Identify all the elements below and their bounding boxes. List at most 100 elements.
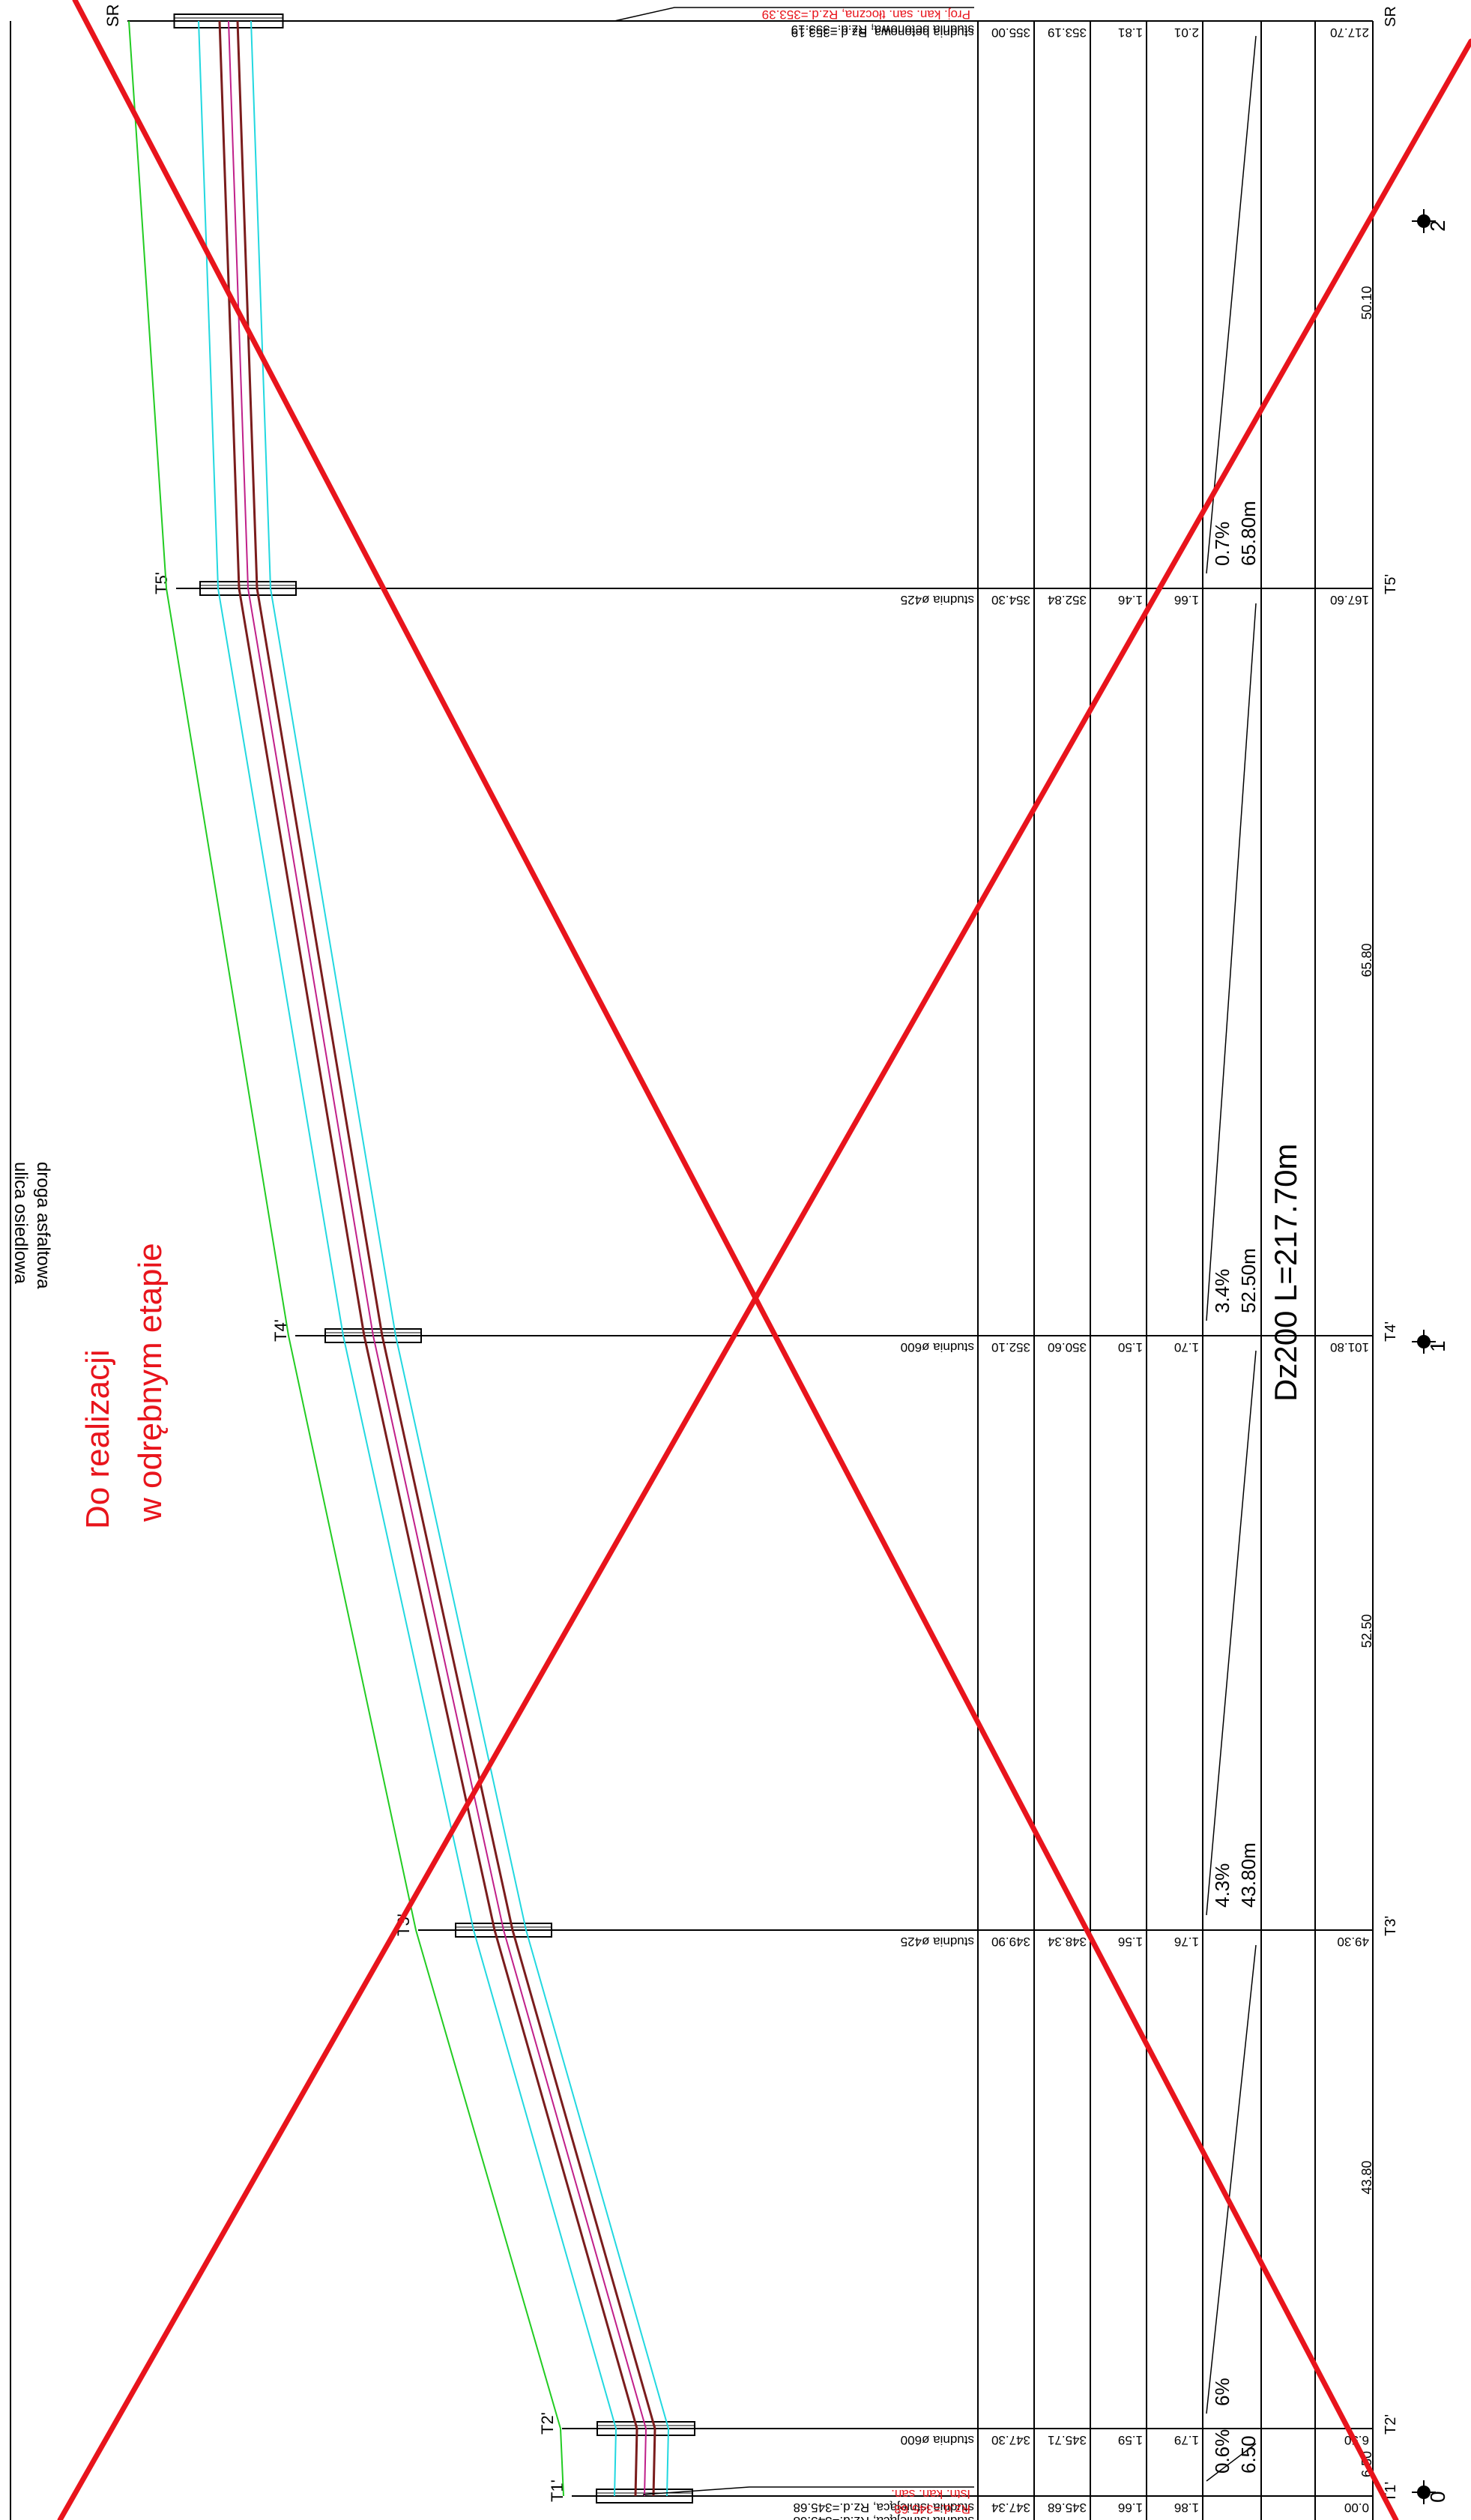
station-depth2: 1.70 [1174,1340,1199,1354]
segment-slope: 6% [1211,2378,1233,2406]
station-depth: 1.66 [1118,2501,1143,2515]
manhole-body [324,1328,422,1343]
segment-slope: 0.6% [1211,2429,1233,2474]
stations-layer: T1'studnia istniejąca, Rz.d.=345.68 347.3… [103,4,1399,2515]
pipe-line-b [228,20,647,2497]
slope-line [1206,1944,1257,2414]
pipe-summary: Dz200 L=217.70m [1268,1144,1303,1402]
station-depth2: 1.66 [1174,593,1199,607]
segment-slope: 3.4% [1211,1269,1233,1313]
station-id-right: T2' [1383,2414,1399,2435]
crossout-line-2 [57,38,1471,2520]
station-invert: 352.84 [1048,593,1087,607]
station-chainage: 49.30 [1337,1935,1369,1949]
station-ground: 349.90 [991,1935,1030,1949]
station-5: SR studnia betonowa, Rz.d.=353.19 355.00 35… [103,4,1399,40]
station-id-right: SR [1383,6,1399,27]
segment-2: 4.3% 43.80m 52.50 [1206,1350,1374,1916]
existing-red-bottom: Rz.d.=345.68 [894,2502,970,2516]
survey-marker-2: 2 [1412,209,1449,233]
pipe-line-c [236,20,656,2497]
segment-distance: 50.10 [1359,286,1374,319]
road-label-2: droga asfaltowa [33,1162,53,1289]
station-type: studnia istniejąca, Rz.d.=345.68 [794,2501,974,2515]
profile-table-frame [10,20,1374,2520]
segment-distance: 43.80 [1359,2160,1374,2194]
segment-1: 6% 43.80 [1206,1944,1374,2414]
station-4: T5' studnia ø425 354.30 352.84 1.46 1.66 167.6… [152,572,1399,607]
station-id: T2' [538,2412,557,2435]
segment-length: 65.80m [1237,501,1260,566]
existing-red-top: Istn. kan. san. [891,2487,970,2501]
station-type: studnia ø425 [901,593,974,607]
station-depth: 1.56 [1118,1935,1143,1949]
projected-leader-line [614,7,974,22]
station-ground: 354.30 [991,593,1030,607]
terrain-line [128,20,564,2497]
existing-leader-line [642,2486,974,2495]
survey-marker-label: 1 [1426,1340,1449,1352]
station-2: T3' studnia ø425 349.90 348.34 1.56 1.76 49.30… [394,1914,1399,1949]
station-depth: 1.50 [1118,1340,1143,1354]
station-ground: 347.30 [991,2433,1030,2447]
segment-length: 6.50 [1237,2435,1260,2474]
trench-line-left [198,20,617,2497]
station-invert: 353.19 [1048,25,1087,40]
station-chainage: 0.00 [1344,2501,1369,2515]
slope-line [1206,1350,1257,1916]
station-1: T2'studnia ø600347.30345.711.591.796.50T… [538,2412,1399,2447]
slope-line [1206,35,1257,574]
slope-line [1206,603,1257,1321]
station-depth2: 1.76 [1174,1935,1199,1949]
survey-marker-0: 0 [1412,2480,1449,2504]
trench-line-right [250,20,670,2497]
segment-distance: 65.80 [1359,943,1374,977]
existing-black: studnia istniejąca, Rz.d.=345.68 [794,2514,974,2520]
note-line-2: w odrębnym etapie [132,1243,169,1522]
station-depth2: 1.86 [1174,2501,1199,2515]
station-id-right: T3' [1383,1916,1399,1936]
projected-manhole-annotation: Proj. kan. san. tłoczna, Rz.d.=353.39 st… [614,7,974,37]
station-depth: 1.46 [1118,593,1143,607]
station-type: studnia ø600 [901,2433,974,2447]
segment-3: 3.4% 52.50m 65.80 [1206,603,1374,1321]
station-chainage: 217.70 [1330,25,1369,40]
station-id-right: T5' [1383,574,1399,594]
station-depth2: 1.79 [1174,2433,1199,2447]
station-invert: 348.34 [1048,1935,1087,1949]
survey-marker-1: 1 [1412,1330,1449,1354]
slope-line [1206,2443,1257,2482]
segments-layer: 0.6%6.506.506%43.804.3%43.80m52.503.4%52… [1206,35,1374,2482]
station-invert: 350.60 [1048,1340,1087,1354]
station-id: SR [103,4,122,27]
station-depth2: 2.01 [1174,25,1199,40]
station-ground: 352.10 [991,1340,1030,1354]
station-depth: 1.81 [1118,25,1143,40]
station-3: T4' studnia ø600 352.10 350.60 1.50 1.70 101.8… [271,1319,1399,1354]
crossout-line-1 [72,0,1399,2520]
station-invert: 345.71 [1048,2433,1087,2447]
projected-black: studnia betonowa, Rz.d.=353.19 [791,22,974,37]
segment-length: 43.80m [1237,1842,1260,1908]
station-id-right: T4' [1383,1321,1399,1342]
station-ground: 347.34 [991,2501,1030,2515]
pipes-layer [128,20,670,2497]
station-type: studnia ø425 [901,1935,974,1949]
station-depth: 1.59 [1118,2433,1143,2447]
station-0: T1'studnia istniejąca, Rz.d.=345.68 347.3… [548,2480,1399,2515]
station-id: T5' [152,572,171,594]
station-chainage: 167.60 [1330,593,1369,607]
station-invert: 345.68 [1048,2501,1087,2515]
note-line-1: Do realizacji [79,1349,116,1529]
road-label-1: ulica osiedlowa [10,1162,31,1284]
segment-distance: 52.50 [1359,1614,1374,1648]
station-chainage: 101.80 [1330,1340,1369,1354]
gridpoints-layer: 0 1 2 [1412,209,1449,2504]
segment-slope: 0.7% [1211,522,1233,566]
survey-marker-label: 2 [1426,220,1449,232]
station-type: studnia ø600 [901,1340,974,1354]
pipe-line-a [218,20,638,2497]
segment-slope: 4.3% [1211,1863,1233,1908]
station-ground: 355.00 [991,25,1030,40]
